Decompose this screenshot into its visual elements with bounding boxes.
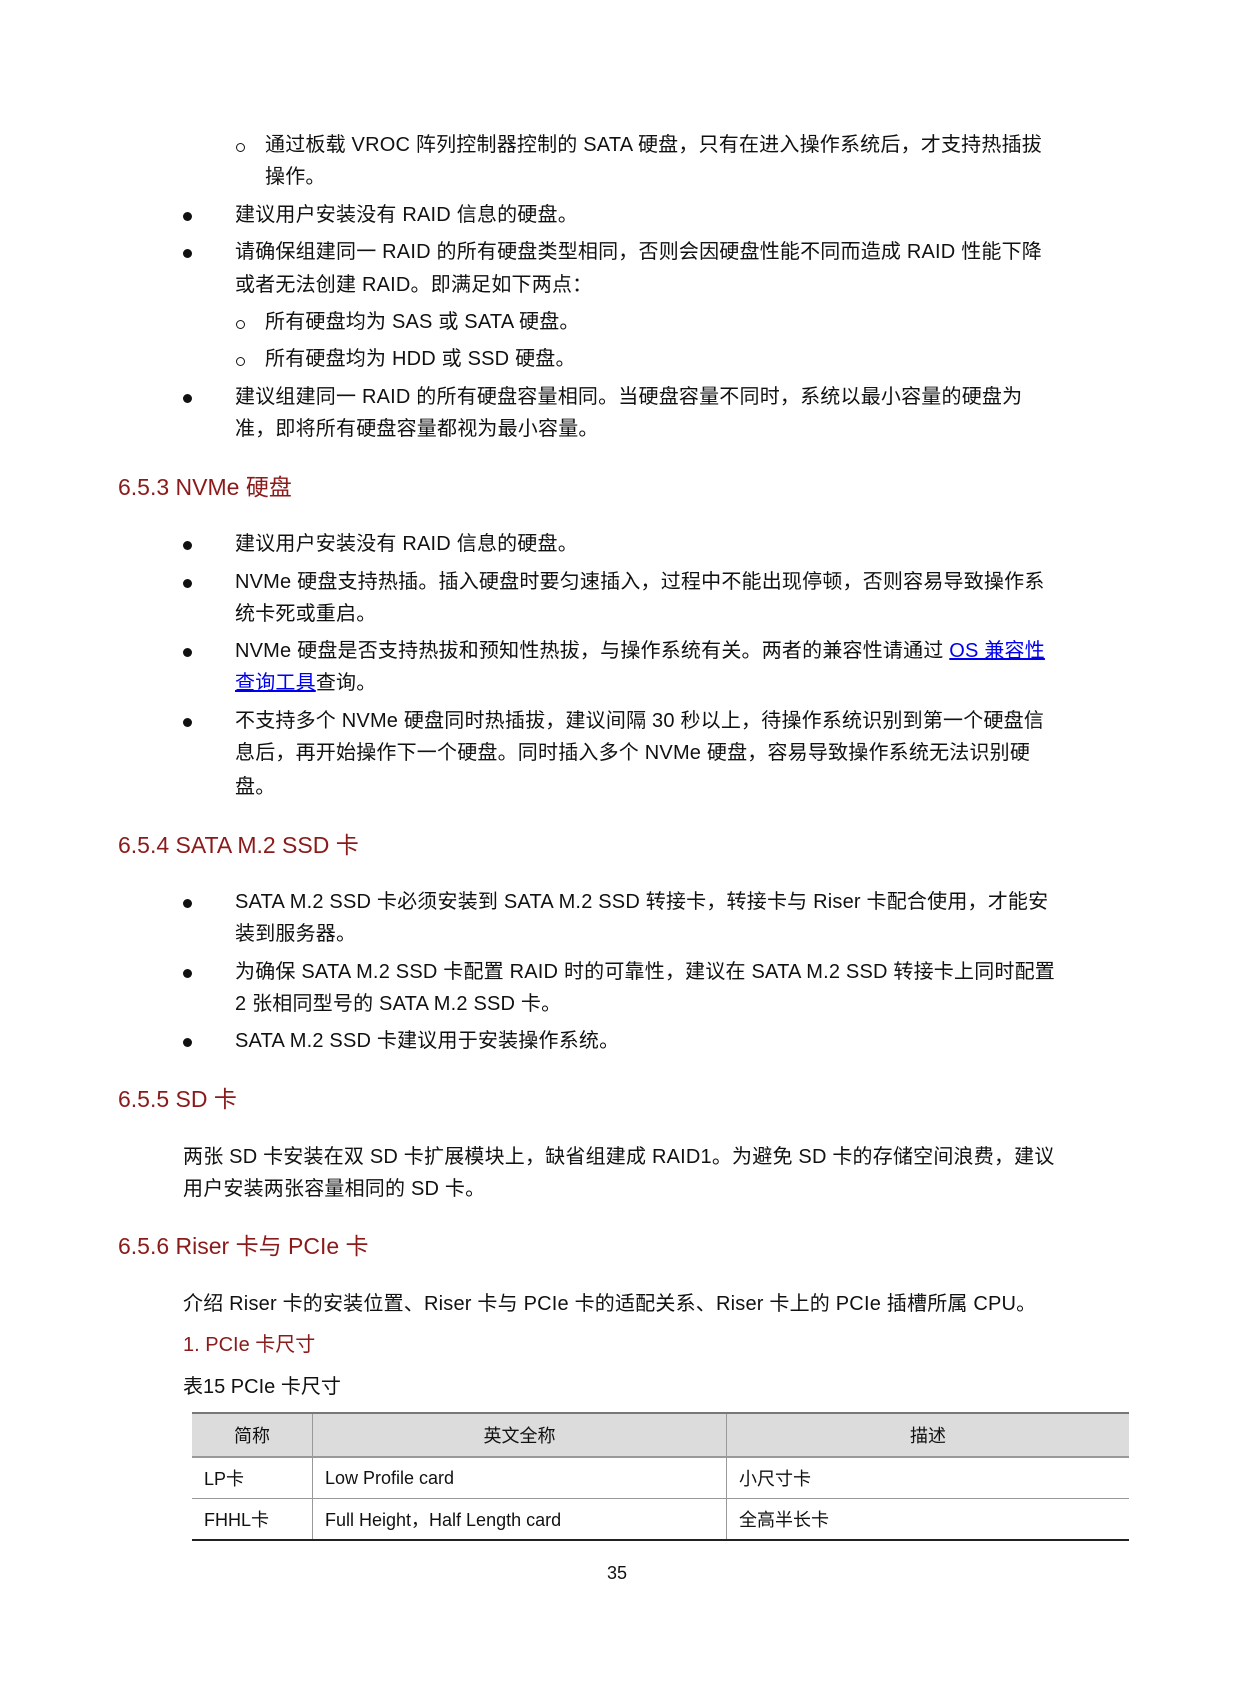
page-number: 35 <box>606 1563 628 1583</box>
text-span: 建议用户安装没有 RAID 信息的硬盘。 <box>235 204 578 226</box>
subsection-heading: 1. PCIe 卡尺寸 <box>183 1333 315 1357</box>
bullet-dot-icon <box>183 648 192 657</box>
bullet-dot-icon <box>183 249 192 258</box>
bullet-text: NVMe 硬盘是否支持热拔和预知性热拔，与操作系统有关。两者的兼容性请通过 OS… <box>235 639 1045 663</box>
table-cell: Full Height，Half Length card <box>312 1498 727 1541</box>
paragraph-line: 介绍 Riser 卡的安装位置、Riser 卡与 PCIe 卡的适配关系、Ris… <box>183 1292 1036 1316</box>
paragraph-line: 两张 SD 卡安装在双 SD 卡扩展模块上，缺省组建成 RAID1。为避免 SD… <box>183 1145 1055 1169</box>
text-span: 装到服务器。 <box>235 923 357 945</box>
bullet-text: 建议用户安装没有 RAID 信息的硬盘。 <box>235 532 578 556</box>
bullet-circle-icon <box>236 320 245 329</box>
bullet-text: 息后，再开始操作下一个硬盘。同时插入多个 NVMe 硬盘，容易导致操作系统无法识… <box>235 741 1030 765</box>
table-cell: 小尺寸卡 <box>726 1457 1129 1499</box>
text-span: 所有硬盘均为 HDD 或 SSD 硬盘。 <box>265 348 576 370</box>
text-span: 6.5.3 NVMe 硬盘 <box>118 474 292 500</box>
section-heading: 6.5.4 SATA M.2 SSD 卡 <box>118 831 359 859</box>
text-span: 息后，再开始操作下一个硬盘。同时插入多个 NVMe 硬盘，容易导致操作系统无法识… <box>235 742 1031 764</box>
pcie-size-table: 简称 英文全称 描述 LP卡 Low Profile card 小尺寸卡 FHH… <box>192 1412 1129 1541</box>
bullet-text: 所有硬盘均为 HDD 或 SSD 硬盘。 <box>265 347 576 371</box>
bullet-dot-icon <box>183 541 192 550</box>
bullet-dot-icon <box>183 969 192 978</box>
bullet-text: 为确保 SATA M.2 SSD 卡配置 RAID 时的可靠性，建议在 SATA… <box>235 960 1055 984</box>
bullet-text: 准，即将所有硬盘容量都视为最小容量。 <box>235 417 599 441</box>
section-heading: 6.5.6 Riser 卡与 PCIe 卡 <box>118 1232 369 1260</box>
text-span: 两张 SD 卡安装在双 SD 卡扩展模块上，缺省组建成 RAID1。为避免 SD… <box>183 1146 1055 1168</box>
text-span: SATA M.2 SSD 卡必须安装到 SATA M.2 SSD 转接卡，转接卡… <box>235 891 1049 913</box>
bullet-text: 盘。 <box>235 775 275 799</box>
bullet-text: NVMe 硬盘支持热插。插入硬盘时要匀速插入，过程中不能出现停顿，否则容易导致操… <box>235 570 1045 594</box>
bullet-dot-icon <box>183 718 192 727</box>
bullet-text: SATA M.2 SSD 卡建议用于安装操作系统。 <box>235 1029 619 1053</box>
text-span: 查询。 <box>315 672 377 694</box>
text-span: 2 张相同型号的 SATA M.2 SSD 卡。 <box>235 993 562 1015</box>
bullet-text: 2 张相同型号的 SATA M.2 SSD 卡。 <box>235 992 561 1016</box>
text-span: 6.5.6 Riser 卡与 PCIe 卡 <box>118 1233 369 1259</box>
table-cell: FHHL卡 <box>192 1498 313 1541</box>
paragraph-line: 用户安装两张容量相同的 SD 卡。 <box>183 1177 485 1201</box>
bullet-text: 请确保组建同一 RAID 的所有硬盘类型相同，否则会因硬盘性能不同而造成 RAI… <box>235 240 1042 264</box>
bullet-text: 不支持多个 NVMe 硬盘同时热插拔，建议间隔 30 秒以上，待操作系统识别到第… <box>235 709 1044 733</box>
text-span: NVMe 硬盘是否支持热拔和预知性热拔，与操作系统有关。两者的兼容性请通过 <box>235 640 950 662</box>
text-span: 表15 PCIe 卡尺寸 <box>183 1376 341 1398</box>
bullet-circle-icon <box>236 143 245 152</box>
bullet-dot-icon <box>183 579 192 588</box>
bullet-dot-icon <box>183 394 192 403</box>
text-span: 用户安装两张容量相同的 SD 卡。 <box>183 1178 486 1200</box>
text-span: 建议组建同一 RAID 的所有硬盘容量相同。当硬盘容量不同时，系统以最小容量的硬… <box>235 386 1023 408</box>
table-header: 简称 <box>192 1412 313 1458</box>
text-span: 建议用户安装没有 RAID 信息的硬盘。 <box>235 533 578 555</box>
bullet-text: SATA M.2 SSD 卡必须安装到 SATA M.2 SSD 转接卡，转接卡… <box>235 890 1048 914</box>
bullet-dot-icon <box>183 212 192 221</box>
table-header: 描述 <box>726 1412 1129 1458</box>
table-row: FHHL卡 Full Height，Half Length card 全高半长卡 <box>192 1498 1129 1541</box>
bullet-text: 建议用户安装没有 RAID 信息的硬盘。 <box>235 203 578 227</box>
text-span: 所有硬盘均为 SAS 或 SATA 硬盘。 <box>265 311 580 333</box>
text-span: SATA M.2 SSD 卡建议用于安装操作系统。 <box>235 1030 620 1052</box>
text-span: 统卡死或重启。 <box>235 603 377 625</box>
bullet-circle-icon <box>236 357 245 366</box>
bullet-text: 统卡死或重启。 <box>235 602 376 626</box>
text-span: 或者无法创建 RAID。即满足如下两点： <box>235 274 593 296</box>
bullet-dot-icon <box>183 1038 192 1047</box>
table-row: LP卡 Low Profile card 小尺寸卡 <box>192 1457 1129 1499</box>
text-span: 6.5.4 SATA M.2 SSD 卡 <box>118 832 359 858</box>
text-span: 准，即将所有硬盘容量都视为最小容量。 <box>235 418 599 440</box>
table-cell: 全高半长卡 <box>726 1498 1129 1541</box>
text-span: 介绍 Riser 卡的安装位置、Riser 卡与 PCIe 卡的适配关系、Ris… <box>183 1293 1037 1315</box>
bullet-dot-icon <box>183 899 192 908</box>
os-compatibility-tool-link[interactable]: 查询工具 <box>235 672 316 694</box>
table-header: 英文全称 <box>312 1412 727 1458</box>
text-span: 不支持多个 NVMe 硬盘同时热插拔，建议间隔 30 秒以上，待操作系统识别到第… <box>235 710 1045 732</box>
text-span: 通过板载 VROC 阵列控制器控制的 SATA 硬盘，只有在进入操作系统后，才支… <box>265 134 1042 156</box>
bullet-text: 通过板载 VROC 阵列控制器控制的 SATA 硬盘，只有在进入操作系统后，才支… <box>265 133 1042 157</box>
text-span: 1. PCIe 卡尺寸 <box>183 1334 316 1356</box>
text-span: 操作。 <box>265 166 326 188</box>
table-cell: Low Profile card <box>312 1457 727 1499</box>
text-span: 盘。 <box>235 776 276 798</box>
section-heading: 6.5.3 NVMe 硬盘 <box>118 473 292 501</box>
bullet-text: 装到服务器。 <box>235 922 356 946</box>
text-span: NVMe 硬盘支持热插。插入硬盘时要匀速插入，过程中不能出现停顿，否则容易导致操… <box>235 571 1045 593</box>
table-cell: LP卡 <box>192 1457 313 1499</box>
text-span: 6.5.5 SD 卡 <box>118 1086 237 1112</box>
bullet-text: 建议组建同一 RAID 的所有硬盘容量相同。当硬盘容量不同时，系统以最小容量的硬… <box>235 385 1022 409</box>
section-heading: 6.5.5 SD 卡 <box>118 1085 237 1113</box>
text-span: 请确保组建同一 RAID 的所有硬盘类型相同，否则会因硬盘性能不同而造成 RAI… <box>235 241 1042 263</box>
table-caption: 表15 PCIe 卡尺寸 <box>183 1375 341 1399</box>
bullet-text: 操作。 <box>265 165 326 189</box>
text-span: 为确保 SATA M.2 SSD 卡配置 RAID 时的可靠性，建议在 SATA… <box>235 961 1056 983</box>
bullet-text: 或者无法创建 RAID。即满足如下两点： <box>235 273 592 297</box>
bullet-text: 查询工具查询。 <box>235 671 376 695</box>
os-compatibility-tool-link[interactable]: OS 兼容性 <box>949 640 1045 662</box>
bullet-text: 所有硬盘均为 SAS 或 SATA 硬盘。 <box>265 310 580 334</box>
